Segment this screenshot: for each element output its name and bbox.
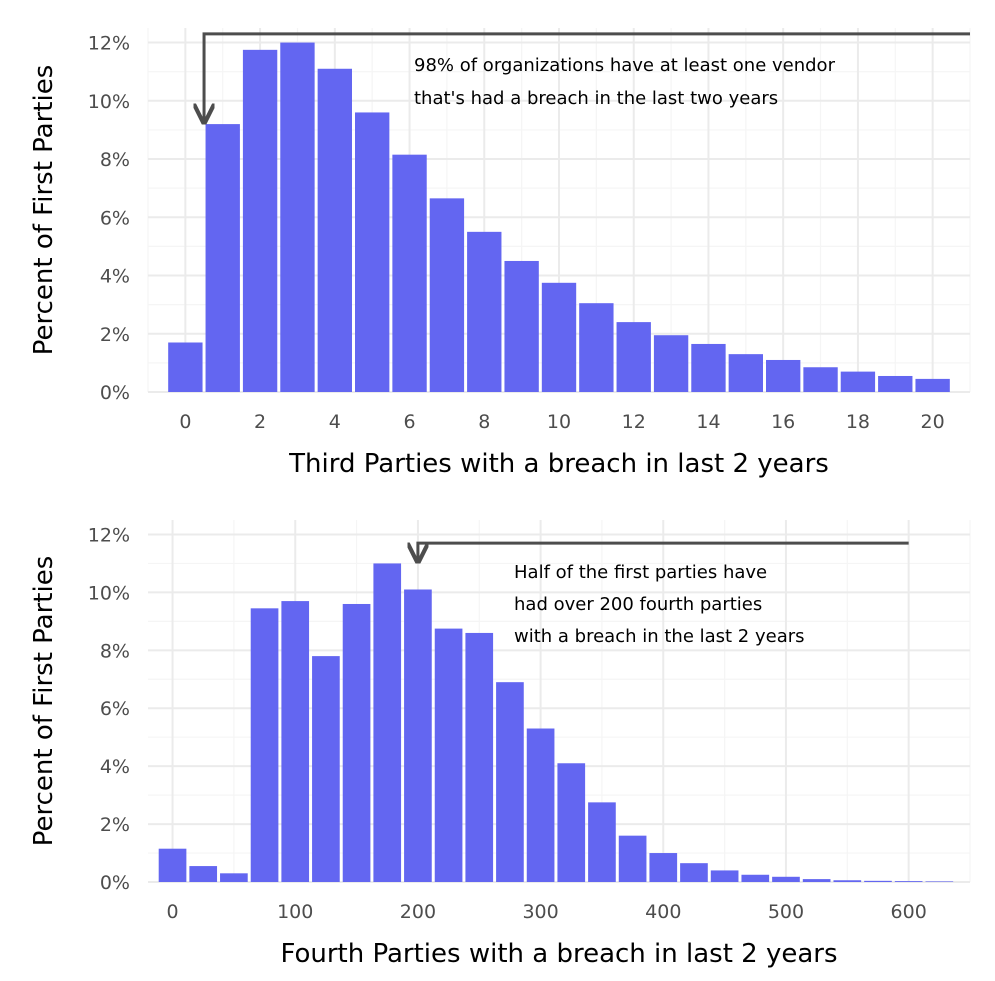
bar: [404, 589, 432, 882]
x-tick-label: 20: [921, 411, 945, 433]
x-tick-label: 300: [522, 901, 558, 923]
bar: [680, 863, 708, 882]
y-axis-title: Percent of First Parties: [29, 556, 59, 847]
y-tick-label: 10%: [88, 91, 130, 113]
bar: [618, 835, 647, 882]
bar: [205, 124, 240, 392]
y-axis-title: Percent of First Parties: [29, 65, 59, 356]
bar: [467, 231, 502, 392]
x-tick-label: 400: [645, 901, 681, 923]
bar: [557, 763, 586, 882]
x-tick-label: 200: [400, 901, 436, 923]
bar: [434, 628, 463, 882]
x-tick-label: 8: [478, 411, 490, 433]
bar: [168, 342, 203, 392]
x-tick-label: 18: [846, 411, 870, 433]
x-tick-label: 6: [403, 411, 415, 433]
annotation-text: Half of the first parties have: [514, 562, 767, 583]
bar: [465, 632, 494, 882]
bar: [189, 866, 218, 882]
bar: [653, 335, 689, 392]
annotation-arrow: [204, 32, 970, 120]
bar: [878, 375, 913, 392]
x-axis-title: Fourth Parties with a breach in last 2 y…: [280, 939, 837, 969]
x-tick-label: 600: [891, 901, 927, 923]
bar: [649, 853, 678, 882]
bar: [220, 873, 248, 882]
x-tick-label: 2: [254, 411, 266, 433]
bar: [429, 198, 465, 392]
bar: [772, 876, 800, 882]
x-tick-label: 16: [771, 411, 795, 433]
bar: [894, 881, 923, 882]
x-tick-label: 10: [547, 411, 571, 433]
annotation-text: with a breach in the last 2 years: [514, 626, 805, 647]
bar: [158, 848, 187, 882]
bar: [342, 603, 371, 882]
bar: [616, 322, 651, 392]
bar: [504, 260, 539, 392]
bar: [802, 879, 831, 882]
bar: [766, 359, 801, 392]
bar: [588, 802, 616, 882]
bar: [317, 68, 352, 392]
bar: [741, 874, 770, 882]
annotation-arrow: [418, 541, 909, 559]
bar: [312, 656, 340, 882]
bar: [242, 49, 278, 393]
bar: [250, 608, 279, 882]
y-tick-label: 0%: [100, 872, 130, 894]
x-tick-label: 14: [696, 411, 720, 433]
annotation-text: had over 200 fourth parties: [514, 594, 762, 615]
x-tick-label: 500: [768, 901, 804, 923]
x-tick-label: 4: [329, 411, 341, 433]
bar: [355, 112, 390, 392]
bar: [392, 154, 427, 392]
x-tick-label: 0: [179, 411, 191, 433]
bar: [281, 601, 310, 882]
bar: [915, 378, 950, 392]
y-tick-label: 4%: [100, 756, 130, 778]
bar: [925, 881, 954, 882]
x-tick-label: 100: [277, 901, 313, 923]
bar: [728, 354, 763, 392]
bar: [840, 371, 876, 392]
bar: [579, 303, 614, 392]
y-tick-label: 8%: [100, 640, 130, 662]
bar: [710, 870, 739, 882]
bar: [833, 880, 862, 882]
bar: [691, 343, 726, 392]
y-tick-label: 8%: [100, 149, 130, 171]
bar: [526, 728, 555, 882]
bar: [803, 367, 838, 392]
y-tick-label: 6%: [100, 207, 130, 229]
y-tick-label: 2%: [100, 814, 130, 836]
y-tick-label: 6%: [100, 698, 130, 720]
x-tick-label: 12: [622, 411, 646, 433]
y-tick-label: 4%: [100, 266, 130, 288]
bar: [864, 880, 892, 882]
annotation-text: that's had a breach in the last two year…: [414, 88, 778, 109]
annotation-text: 98% of organizations have at least one v…: [414, 55, 836, 76]
x-tick-label: 0: [166, 901, 178, 923]
y-tick-label: 12%: [88, 524, 130, 546]
y-tick-label: 12%: [88, 33, 130, 55]
bar: [280, 42, 315, 393]
bar: [541, 282, 577, 392]
y-tick-label: 2%: [100, 324, 130, 346]
bar: [373, 563, 402, 882]
bar: [496, 682, 524, 882]
x-axis-title: Third Parties with a breach in last 2 ye…: [288, 449, 829, 479]
y-tick-label: 10%: [88, 582, 130, 604]
y-tick-label: 0%: [100, 382, 130, 404]
